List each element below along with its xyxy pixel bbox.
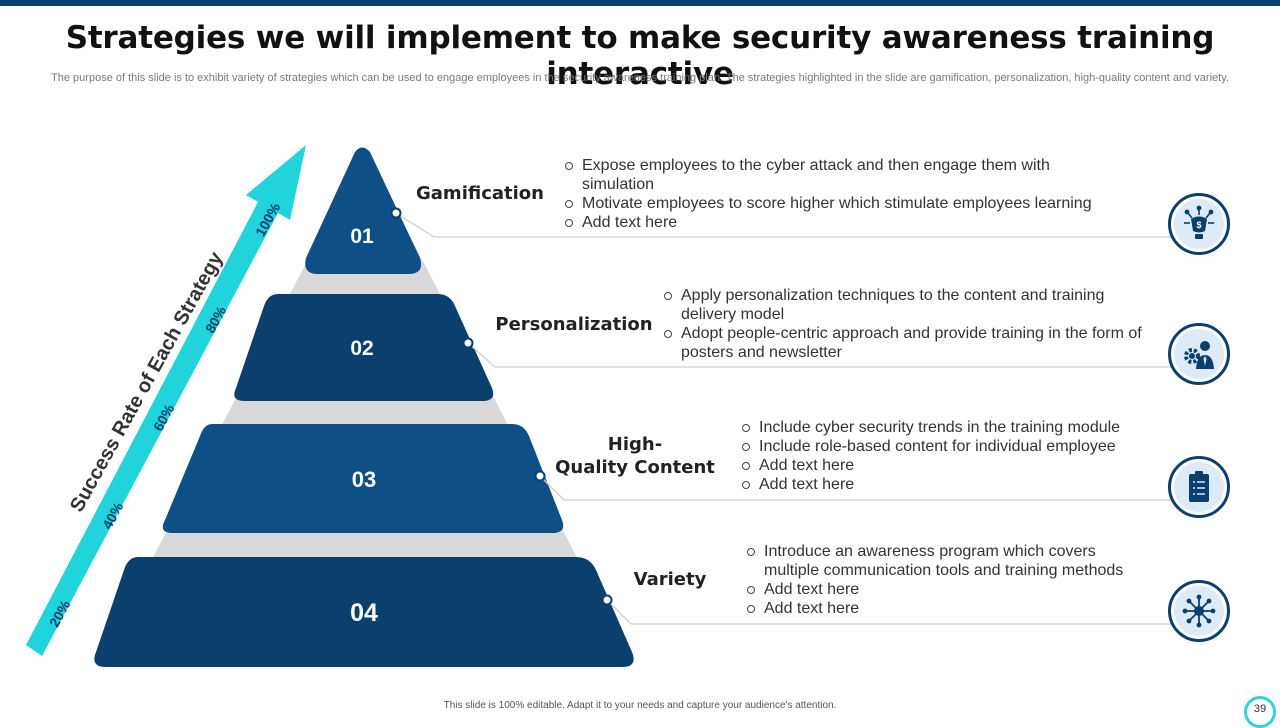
page-number: 39: [1244, 696, 1276, 728]
footer-note: This slide is 100% editable. Adapt it to…: [443, 700, 837, 711]
tier-label-variety: Variety: [633, 569, 707, 590]
bullet-list-variety: Introduce an awareness program which cov…: [746, 542, 1146, 618]
connector-dot-03: [534, 470, 546, 482]
tier-number-02: 02: [350, 337, 373, 360]
top-accent-bar: [0, 0, 1280, 6]
bullet-list-gamification: Expose employees to the cyber attack and…: [564, 156, 1124, 232]
checklist-clipboard-icon: [1189, 471, 1209, 502]
network-hub-icon: [1182, 594, 1216, 628]
list-item: Include role-based content for individua…: [741, 437, 1161, 456]
page-title: Strategies we will implement to make sec…: [65, 20, 1215, 92]
success-rate-arrow: [26, 145, 306, 656]
tier-shape-04: [94, 557, 634, 667]
connector-dot-01: [390, 207, 402, 219]
tier-label-high-quality-content: High- Quality Content: [555, 433, 715, 479]
list-item: Apply personalization techniques to the …: [663, 286, 1153, 324]
connector-dot-02: [462, 337, 474, 349]
list-item: Introduce an awareness program which cov…: [746, 542, 1146, 580]
tier-number-03: 03: [352, 467, 376, 492]
tier-shape-01: [305, 147, 422, 274]
connector-line-04: [606, 599, 1172, 625]
tier-number-01: 01: [350, 225, 374, 248]
list-item: Expose employees to the cyber attack and…: [564, 156, 1124, 194]
tier-label-line-2: Quality Content: [555, 457, 715, 478]
bullet-list-high-quality-content: Include cyber security trends in the tra…: [741, 418, 1161, 494]
list-item: Add text here: [746, 599, 1146, 618]
tier-label-gamification: Gamification: [416, 183, 544, 204]
tier-shape-03: [162, 424, 564, 533]
list-item: Adopt people-centric approach and provid…: [663, 324, 1153, 362]
icon-badge-personalization: [1168, 323, 1230, 385]
connector-line-01: [395, 212, 1172, 238]
svg-text:$: $: [1196, 220, 1201, 230]
list-item: Add text here: [746, 580, 1146, 599]
connector-dot-04: [601, 594, 613, 606]
gear-person-icon: [1184, 341, 1214, 369]
icon-badge-gamification: $: [1168, 193, 1230, 255]
connector-line-03: [539, 475, 1172, 501]
list-item: Include cyber security trends in the tra…: [741, 418, 1161, 437]
tier-shape-02: [234, 294, 494, 401]
list-item: Add text here: [741, 456, 1161, 475]
icon-badge-high-quality-content: [1168, 456, 1230, 518]
list-item: Motivate employees to score higher which…: [564, 194, 1124, 213]
tier-label-line-1: High-: [607, 434, 663, 455]
page-subtitle: The purpose of this slide is to exhibit …: [51, 72, 1229, 84]
tier-label-personalization: Personalization: [495, 314, 653, 335]
connector-line-02: [467, 342, 1172, 368]
bullet-list-personalization: Apply personalization techniques to the …: [663, 286, 1153, 362]
ai-robot-money-icon: $: [1184, 205, 1214, 239]
tier-number-04: 04: [350, 599, 378, 627]
icon-badge-variety: [1168, 580, 1230, 642]
list-item: Add text here: [564, 213, 1124, 232]
list-item: Add text here: [741, 475, 1161, 494]
